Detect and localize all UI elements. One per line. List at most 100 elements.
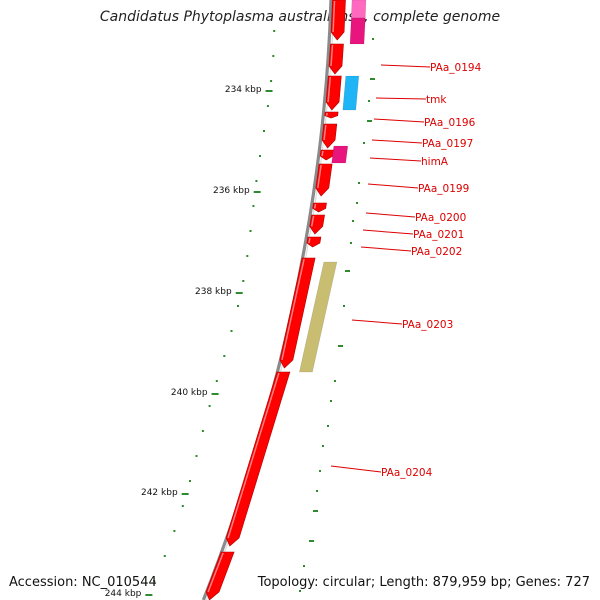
gc-dot (189, 480, 191, 482)
cds-arrow-shine (281, 258, 305, 361)
gene-label-tmk: tmk (426, 94, 447, 106)
gc-dot (259, 155, 261, 157)
gene-label-PAa_0204: PAa_0204 (381, 467, 433, 479)
cds-arrow-shine (323, 124, 327, 141)
cds-arrow (312, 202, 327, 213)
gc-dot (208, 405, 211, 407)
gc-dot (173, 530, 176, 532)
gene-label-PAa_0197: PAa_0197 (422, 138, 473, 150)
cds-arrow-shine (313, 203, 317, 209)
cds-arrow-shine (308, 237, 311, 244)
gc-dot (195, 455, 198, 457)
gc-dot (370, 78, 375, 80)
cds-arrow-shine (321, 150, 324, 157)
cds-track (205, 0, 346, 600)
genome-summary: Topology: circular; Length: 879,959 bp; … (257, 575, 590, 590)
map-title: Candidatus Phytoplasma australiense, com… (99, 9, 501, 25)
gene-label-himA: himA (421, 156, 449, 168)
gene-leader-line (330, 465, 382, 473)
cds-arrow-shine (310, 215, 315, 227)
gene-leader-line (380, 64, 431, 68)
gc-dot (270, 80, 273, 82)
gene-label-PAa_0201: PAa_0201 (413, 229, 464, 241)
gene-leader-line (375, 97, 427, 100)
gc-dot (272, 55, 275, 57)
gene-leader-line (371, 139, 423, 144)
gc-dot (255, 180, 258, 182)
gc-dot (352, 220, 354, 222)
gc-dot (367, 120, 372, 122)
gc-dot (303, 565, 305, 567)
cds-arrow-shine (330, 44, 334, 67)
gc-dot (322, 445, 324, 447)
cds-arrow-shine (207, 552, 224, 593)
gc-dot (201, 430, 204, 432)
gc-dot (246, 255, 249, 257)
scale-tick-label: 244 kbp (105, 589, 142, 599)
gc-dot (181, 505, 184, 507)
gc-dot (372, 38, 374, 40)
gene-leader-line (369, 157, 422, 162)
gc-dot (363, 142, 365, 144)
gc-skew-track (153, 30, 375, 592)
gc-dot (215, 380, 218, 382)
cds-arrow-shine (317, 164, 322, 189)
gene-label-PAa_0200: PAa_0200 (415, 212, 466, 224)
gc-dot (316, 490, 318, 492)
accession-text: Accession: NC_010544 (9, 575, 157, 590)
gc-dot (309, 540, 314, 542)
cds-arrow-shine (327, 76, 332, 103)
gene-leader-line (360, 246, 412, 252)
gc-dot (230, 330, 233, 332)
scale-tick-label: 236 kbp (213, 186, 250, 196)
gc-dot (223, 355, 226, 357)
cds-arrow (279, 257, 316, 369)
gene-label-PAa_0199: PAa_0199 (418, 183, 469, 195)
pink-feature-top (350, 0, 367, 19)
PAa_0203-feature (299, 261, 338, 373)
cds-arrow (205, 551, 235, 600)
gc-dot (358, 182, 360, 184)
gc-dot (345, 270, 350, 272)
gc-dot (252, 205, 255, 207)
gc-dot (338, 345, 343, 347)
gene-leader-line (367, 183, 419, 189)
gc-dot (368, 100, 370, 102)
gene-leader-line (362, 229, 414, 235)
gene-leader-line (351, 319, 403, 325)
gc-dot (313, 510, 318, 512)
feature-track (299, 0, 367, 373)
gc-dot (327, 425, 329, 427)
gc-dot (299, 590, 301, 592)
gene-label-PAa_0196: PAa_0196 (424, 117, 476, 129)
gc-dot (249, 230, 252, 232)
gc-dot (350, 242, 352, 244)
gene-label-PAa_0203: PAa_0203 (402, 319, 453, 331)
gc-dot (242, 280, 245, 282)
cds-arrow-shine (227, 372, 280, 539)
cds-arrow (324, 111, 339, 119)
gene-label-PAa_0194: PAa_0194 (430, 62, 482, 74)
gc-dot (237, 305, 239, 307)
scale-tick-label: 238 kbp (195, 287, 232, 297)
gene-label-PAa_0202: PAa_0202 (411, 246, 462, 258)
scale-tick-label: 242 kbp (141, 488, 178, 498)
gc-dot (330, 400, 332, 402)
gene-leader-line (373, 118, 425, 123)
gc-dot (334, 380, 336, 382)
gc-dot (263, 130, 265, 132)
tmk-feature (342, 75, 360, 111)
scale-tick-label: 240 kbp (171, 388, 208, 398)
gc-dot (266, 105, 269, 107)
gc-dot (343, 305, 345, 307)
magenta-feature-top (349, 17, 366, 45)
gc-dot (319, 470, 321, 472)
gc-dot (163, 555, 166, 557)
cds-arrow (225, 371, 291, 547)
scale-tick-label: 234 kbp (225, 85, 262, 95)
himA-feature (331, 145, 349, 164)
cds-arrow (319, 149, 335, 161)
scale-ticks: 234 kbp 236 kbp 238 kbp 240 kbp 242 kbp 244 k… (105, 85, 273, 599)
